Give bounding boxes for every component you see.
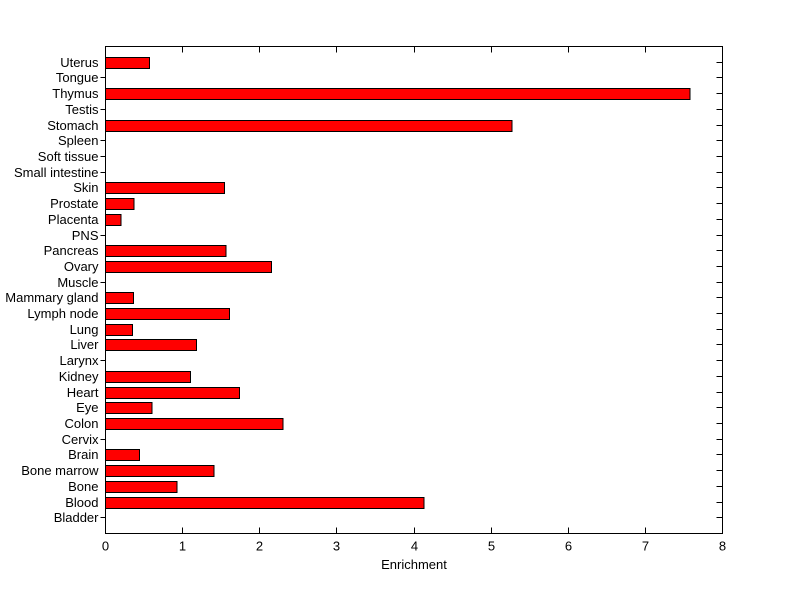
- category-label: Ovary: [64, 259, 99, 274]
- x-tick-label: 6: [565, 539, 572, 554]
- category-label: Thymus: [52, 86, 99, 101]
- x-tick-label: 2: [256, 539, 263, 554]
- category-label: Stomach: [47, 118, 98, 133]
- x-tick-label: 0: [102, 539, 109, 554]
- category-label: PNS: [72, 228, 99, 243]
- category-label: Prostate: [50, 196, 98, 211]
- category-label: Bladder: [54, 510, 99, 525]
- category-label: Brain: [68, 447, 98, 462]
- category-label: Lung: [70, 322, 99, 337]
- x-tick-label: 1: [179, 539, 186, 554]
- plot-box: [105, 46, 723, 534]
- bar-mammary-gland: [105, 292, 134, 304]
- category-label: Heart: [67, 385, 99, 400]
- bar-placenta: [105, 214, 122, 226]
- category-label: Larynx: [59, 353, 99, 368]
- bar-heart: [105, 387, 241, 399]
- category-label: Pancreas: [44, 243, 99, 258]
- x-axis-title: Enrichment: [381, 557, 447, 572]
- bar-lymph-node: [105, 308, 231, 320]
- bar-colon: [105, 418, 284, 430]
- bar-ovary: [105, 261, 272, 273]
- category-label: Muscle: [57, 275, 98, 290]
- bar-bone: [105, 481, 178, 493]
- category-label: Uterus: [60, 55, 99, 70]
- bar-pancreas: [105, 245, 227, 257]
- category-label: Cervix: [62, 432, 99, 447]
- category-label: Spleen: [58, 133, 98, 148]
- category-label: Tongue: [56, 70, 99, 85]
- category-label: Kidney: [59, 369, 99, 384]
- x-tick-label: 5: [488, 539, 495, 554]
- x-tick-label: 7: [642, 539, 649, 554]
- bar-lung: [105, 324, 133, 336]
- category-label: Testis: [65, 102, 99, 117]
- bar-thymus: [105, 88, 691, 100]
- category-label: Liver: [70, 337, 99, 352]
- bar-blood: [105, 497, 425, 509]
- category-label: Small intestine: [14, 165, 99, 180]
- bar-skin: [105, 182, 225, 194]
- category-label: Eye: [76, 400, 98, 415]
- category-label: Bone: [68, 479, 98, 494]
- bar-uterus: [105, 57, 150, 69]
- bar-stomach: [105, 120, 513, 132]
- x-tick-label: 3: [333, 539, 340, 554]
- bar-kidney: [105, 371, 191, 383]
- x-tick-label: 8: [719, 539, 726, 554]
- category-label: Soft tissue: [38, 149, 99, 164]
- category-label: Skin: [73, 180, 98, 195]
- bar-liver: [105, 339, 198, 351]
- x-tick-label: 4: [411, 539, 418, 554]
- category-label: Placenta: [48, 212, 99, 227]
- bar-bone-marrow: [105, 465, 215, 477]
- category-label: Colon: [65, 416, 99, 431]
- bar-brain: [105, 449, 140, 461]
- bar-eye: [105, 402, 153, 414]
- category-label: Lymph node: [27, 306, 98, 321]
- category-label: Mammary gland: [5, 290, 98, 305]
- bar-prostate: [105, 198, 135, 210]
- category-label: Bone marrow: [21, 463, 99, 478]
- category-label: Blood: [65, 495, 98, 510]
